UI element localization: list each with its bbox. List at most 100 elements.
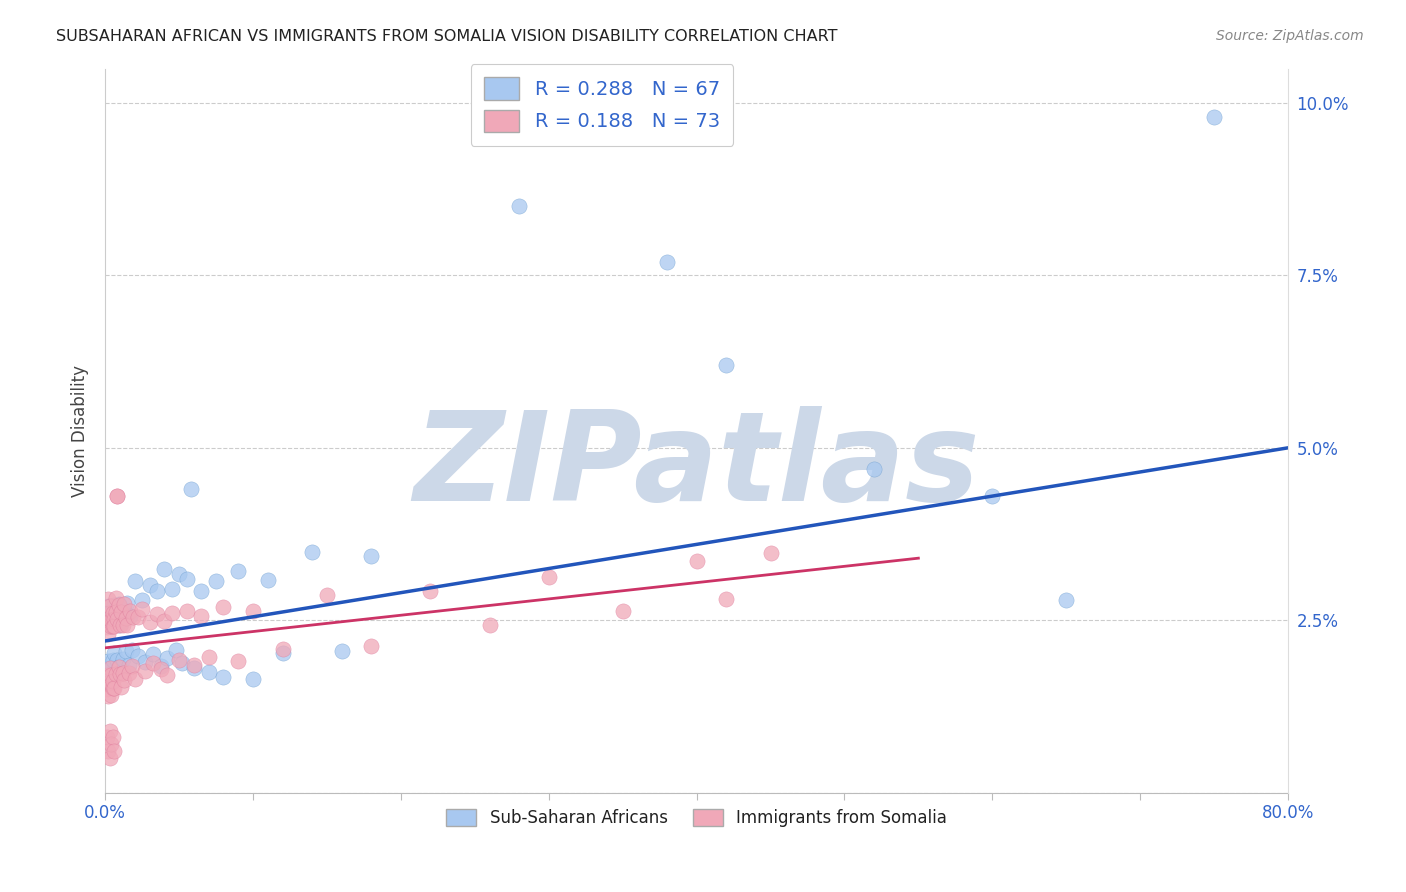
Point <box>114 603 136 617</box>
Point <box>97 689 120 703</box>
Point <box>110 681 132 695</box>
Point <box>134 655 156 669</box>
Point <box>141 657 163 671</box>
Text: ZIPatlas: ZIPatlas <box>413 406 980 527</box>
Point <box>419 583 441 598</box>
Point <box>165 643 187 657</box>
Point <box>685 554 707 568</box>
Point <box>124 574 146 588</box>
Point <box>117 617 139 632</box>
Point <box>103 598 125 612</box>
Point <box>105 612 128 626</box>
Point <box>111 618 134 632</box>
Point <box>101 674 124 689</box>
Point <box>655 254 678 268</box>
Point <box>271 646 294 660</box>
Point <box>316 589 339 603</box>
Point <box>197 665 219 680</box>
Point <box>150 662 173 676</box>
Point <box>271 641 294 656</box>
Point <box>115 611 138 625</box>
Point <box>146 584 169 599</box>
Point <box>121 658 143 673</box>
Point <box>107 597 129 611</box>
Point <box>122 610 145 624</box>
Point <box>212 599 235 614</box>
Point <box>108 618 131 632</box>
Point <box>131 593 153 607</box>
Point <box>98 723 121 738</box>
Point <box>138 578 160 592</box>
Point <box>97 668 120 682</box>
Point <box>97 626 120 640</box>
Point <box>190 583 212 598</box>
Point <box>98 751 121 765</box>
Point <box>759 546 782 560</box>
Point <box>96 661 118 675</box>
Point <box>141 647 163 661</box>
Point <box>537 570 560 584</box>
Point <box>103 646 125 660</box>
Point <box>111 651 134 665</box>
Point <box>172 656 194 670</box>
Point <box>96 613 118 627</box>
Point <box>101 606 124 620</box>
Point <box>107 598 129 612</box>
Point <box>105 611 128 625</box>
Point <box>1202 110 1225 124</box>
Point <box>612 604 634 618</box>
Point <box>97 599 120 613</box>
Point <box>100 619 122 633</box>
Text: Source: ZipAtlas.com: Source: ZipAtlas.com <box>1216 29 1364 44</box>
Point <box>124 672 146 686</box>
Point <box>120 603 142 617</box>
Point <box>301 545 323 559</box>
Point <box>114 597 136 611</box>
Point <box>103 619 125 633</box>
Point <box>360 549 382 563</box>
Point <box>103 744 125 758</box>
Point <box>242 672 264 686</box>
Point <box>105 653 128 667</box>
Point <box>160 606 183 620</box>
Y-axis label: Vision Disability: Vision Disability <box>72 365 89 497</box>
Point <box>97 744 120 758</box>
Point <box>100 619 122 633</box>
Point <box>156 668 179 682</box>
Point <box>111 666 134 681</box>
Point <box>127 609 149 624</box>
Point <box>105 489 128 503</box>
Point <box>98 606 121 620</box>
Point <box>97 592 120 607</box>
Point <box>97 606 120 620</box>
Point <box>153 614 176 628</box>
Point <box>98 599 121 613</box>
Point <box>96 613 118 627</box>
Point <box>180 482 202 496</box>
Point <box>146 607 169 622</box>
Point <box>117 596 139 610</box>
Point <box>508 199 530 213</box>
Point <box>478 618 501 632</box>
Point <box>190 609 212 624</box>
Point <box>714 358 737 372</box>
Point <box>97 654 120 668</box>
Text: SUBSAHARAN AFRICAN VS IMMIGRANTS FROM SOMALIA VISION DISABILITY CORRELATION CHAR: SUBSAHARAN AFRICAN VS IMMIGRANTS FROM SO… <box>56 29 838 45</box>
Point <box>100 660 122 674</box>
Point <box>176 573 198 587</box>
Point <box>98 619 121 633</box>
Point <box>100 613 122 627</box>
Point <box>104 666 127 681</box>
Point <box>104 591 127 606</box>
Point <box>103 612 125 626</box>
Point <box>205 574 228 589</box>
Point <box>863 461 886 475</box>
Point <box>176 604 198 618</box>
Point <box>118 665 141 680</box>
Point <box>108 659 131 673</box>
Point <box>101 731 124 745</box>
Point <box>197 649 219 664</box>
Point <box>115 644 138 658</box>
Point <box>101 681 124 696</box>
Point <box>104 605 127 619</box>
